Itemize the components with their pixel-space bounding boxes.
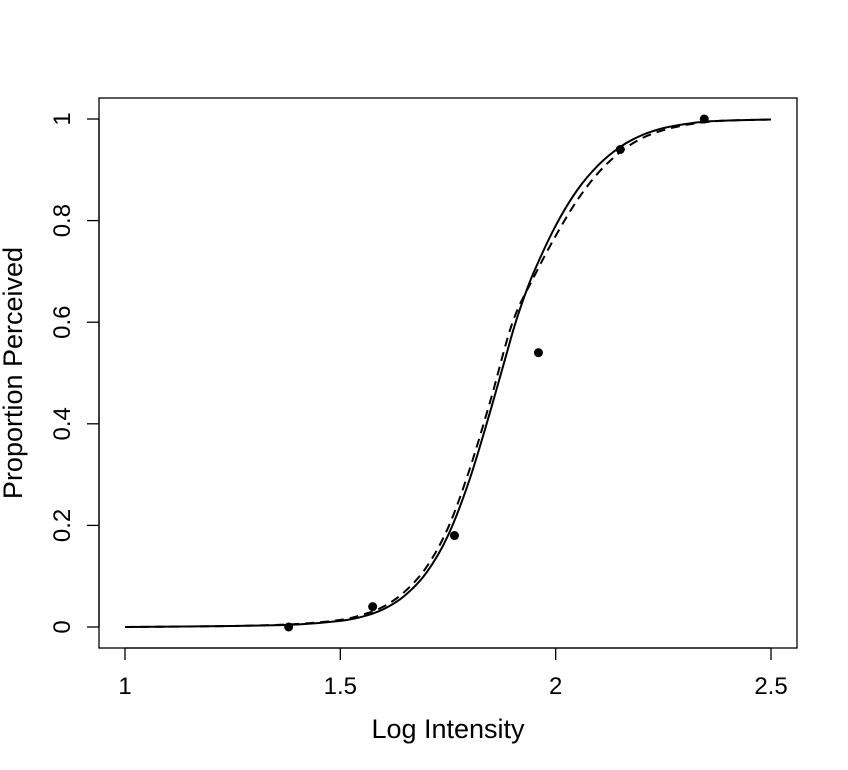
- data-point: [615, 144, 625, 154]
- solid-fit-curve: [124, 118, 772, 628]
- dashed-fit-curve: [124, 118, 772, 628]
- y-axis: 0 0.2 0.4 0.6 0.8 1: [49, 112, 100, 634]
- y-tick-label: 0.4: [49, 407, 76, 440]
- y-tick-label: 0: [49, 620, 76, 633]
- y-tick-label: 0.8: [49, 204, 76, 237]
- x-tick-label: 1: [118, 673, 131, 700]
- plot-frame: [98, 97, 798, 649]
- x-axis: 1 1.5 2 2.5: [118, 647, 788, 700]
- data-point: [533, 348, 543, 358]
- x-tick-label: 2: [549, 673, 562, 700]
- x-tick-label: 1.5: [324, 673, 357, 700]
- plot-area: [124, 114, 772, 632]
- data-point: [449, 531, 459, 541]
- y-axis-label: Proportion Perceived: [0, 247, 28, 499]
- x-axis-label: Log Intensity: [371, 714, 525, 744]
- y-tick-label: 0.2: [49, 509, 76, 542]
- y-tick-label: 0.6: [49, 306, 76, 339]
- data-point: [368, 602, 378, 612]
- x-tick-label: 2.5: [754, 673, 787, 700]
- y-tick-label: 1: [49, 112, 76, 125]
